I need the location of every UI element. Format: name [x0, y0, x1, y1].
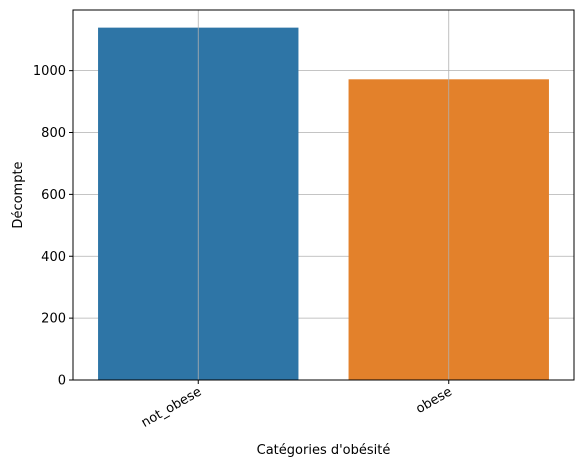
- bars: [98, 27, 549, 380]
- y-tick-label: 0: [58, 374, 66, 389]
- plot-frame: [72, 9, 575, 381]
- y-tick-label: 1000: [33, 64, 66, 79]
- y-tick-label: 800: [41, 126, 66, 141]
- x-axis-ticks: not_obese obese: [139, 380, 455, 431]
- x-axis-label: Catégories d'obésité: [257, 443, 391, 458]
- y-axis-ticks: 0 200 400 600 800 1000: [33, 64, 73, 389]
- x-tick-label: obese: [413, 384, 454, 416]
- y-tick-label: 200: [41, 312, 66, 327]
- y-tick-label: 400: [41, 250, 66, 265]
- x-tick-label: not_obese: [139, 384, 204, 430]
- y-tick-label: 600: [41, 188, 66, 203]
- vertical-grid-lines: [197, 10, 450, 380]
- y-axis-label: Décompte: [11, 161, 26, 228]
